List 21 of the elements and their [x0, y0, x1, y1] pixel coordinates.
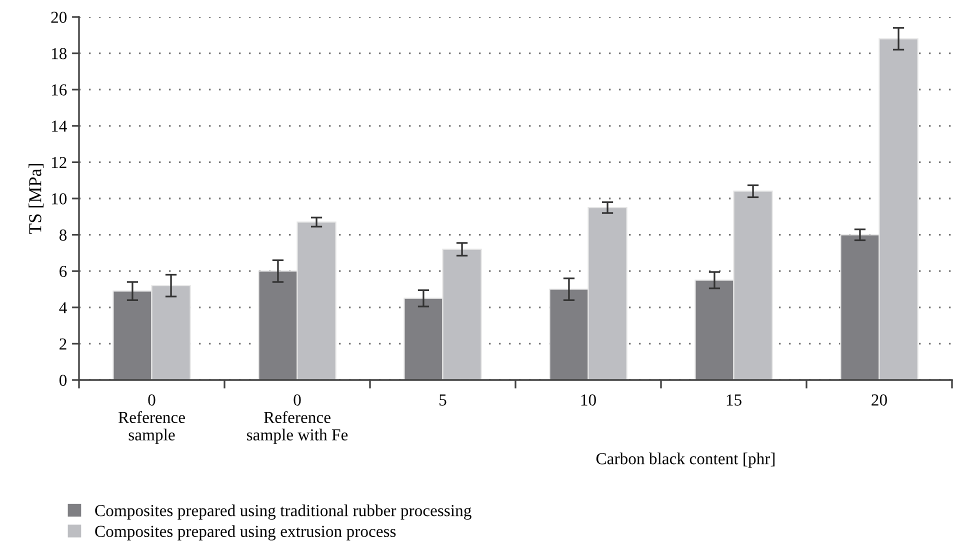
- y-tick-label: 10: [52, 193, 67, 204]
- y-tick-label: 14: [52, 120, 67, 132]
- y-tick-label: 6: [60, 266, 67, 278]
- x-tick-label: 15: [726, 394, 742, 406]
- x-tick-label: 20: [872, 394, 887, 406]
- y-tick-label: 4: [59, 302, 67, 314]
- y-tick-label: 2: [60, 338, 66, 350]
- y-axis-title: TS [MPa]: [28, 164, 44, 234]
- y-tick-label: 16: [52, 84, 67, 96]
- y-tick-label: 20: [51, 12, 67, 23]
- x-tick-label: 5: [440, 394, 446, 406]
- y-tick-label: 0: [59, 374, 67, 386]
- y-tick-label: 18: [52, 48, 67, 60]
- y-tick-label: 12: [52, 156, 66, 168]
- legend-label: Composites prepared using traditional rubber processing: [95, 504, 472, 520]
- x-tick-label: 0 Reference sample: [118, 394, 185, 444]
- legend-label: Composites prepared using extrusion process: [95, 525, 396, 540]
- y-tick-label: 8: [59, 230, 67, 241]
- x-tick-label: 10: [581, 394, 596, 406]
- x-axis-title: Carbon black content [phr]: [596, 452, 775, 468]
- x-tick-label: 0 Reference sample with Fe: [247, 394, 348, 444]
